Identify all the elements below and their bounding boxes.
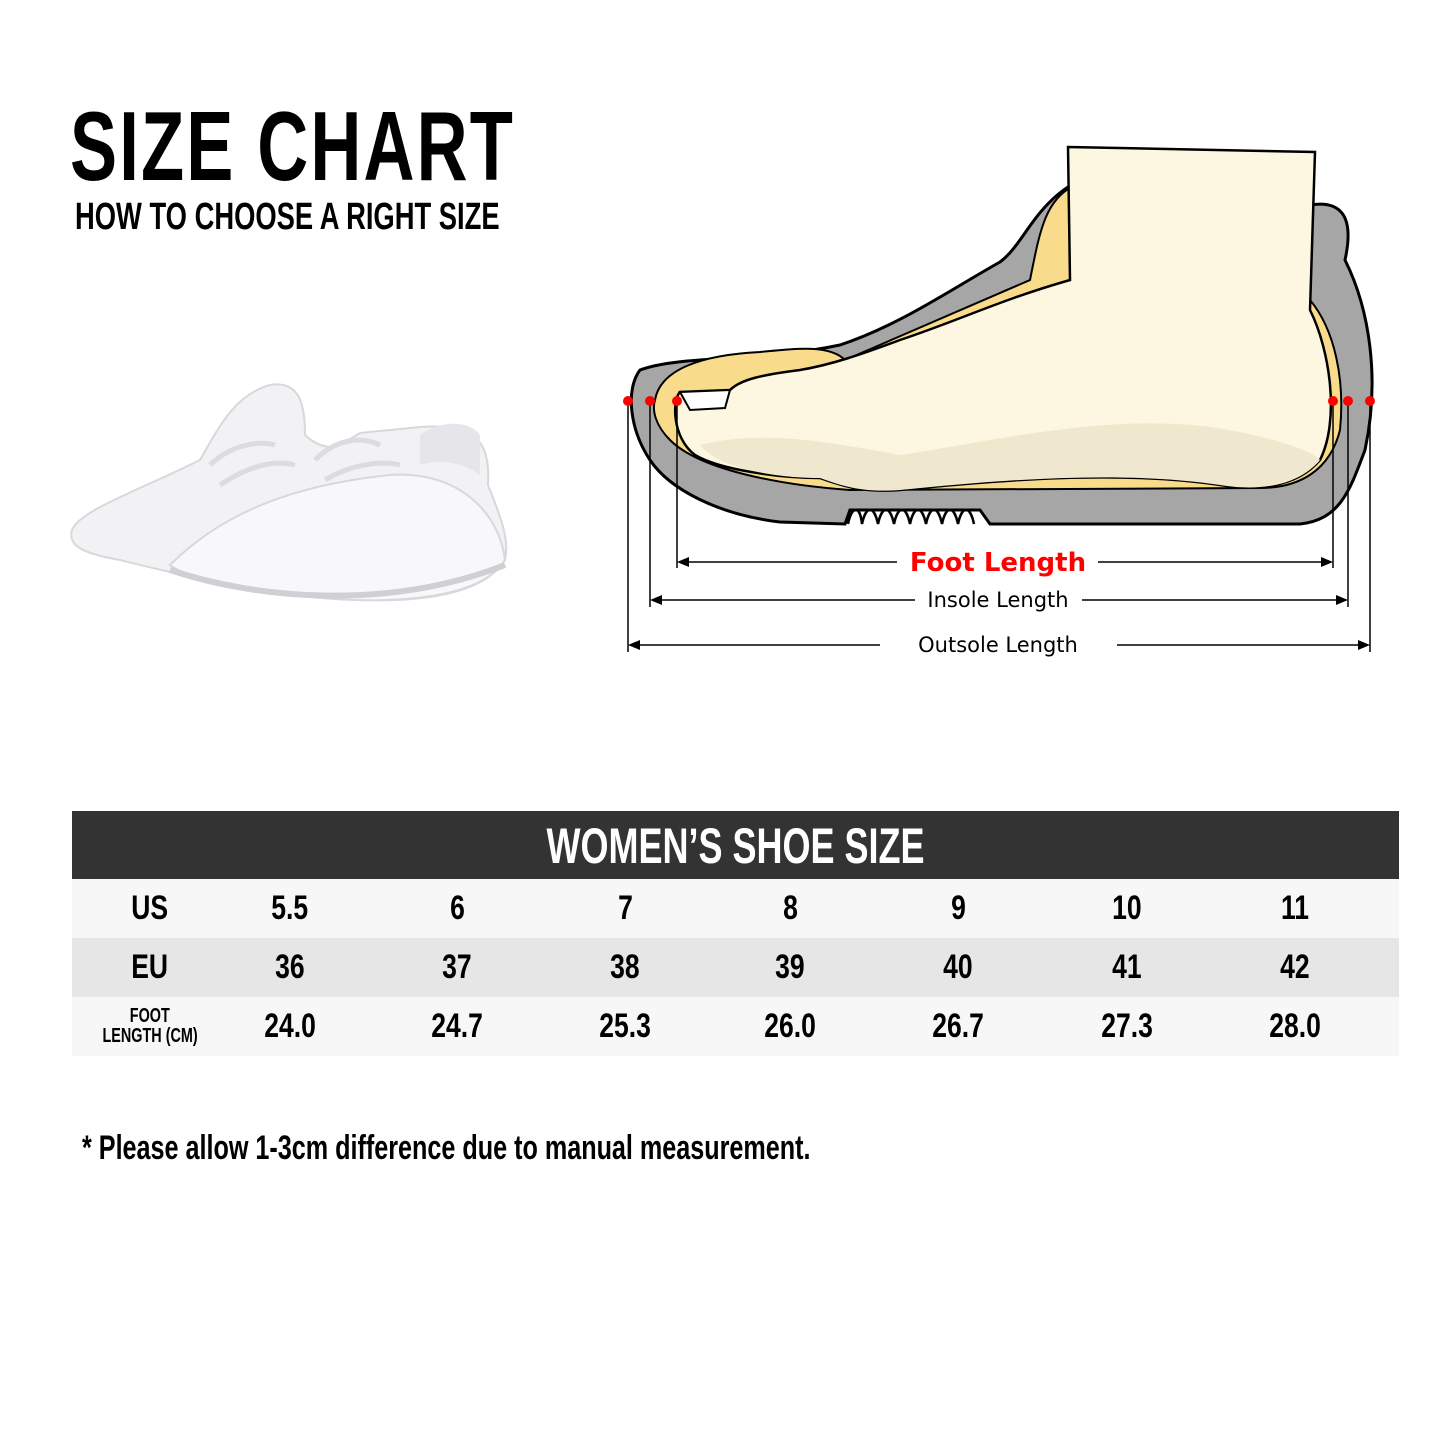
size-value: 36 <box>275 948 305 986</box>
size-row: EU 36 37 38 39 40 41 42 <box>72 938 1399 997</box>
size-cell: 28.0 <box>1215 1007 1375 1046</box>
size-value: 28.0 <box>1269 1007 1321 1045</box>
size-cell: 9 <box>878 889 1038 928</box>
size-cell: 27.3 <box>1047 1007 1207 1046</box>
size-cell: 40 <box>878 948 1038 987</box>
sneaker-image <box>70 383 508 602</box>
size-cell: 37 <box>377 948 537 987</box>
size-value: 9 <box>950 889 966 927</box>
size-cell: 6 <box>377 889 537 928</box>
size-value: 26.0 <box>764 1007 816 1045</box>
size-table-title-bar: WOMEN’S SHOE SIZE <box>72 811 1399 879</box>
size-table-title: WOMEN’S SHOE SIZE <box>546 818 925 874</box>
size-cell: 24.7 <box>377 1007 537 1046</box>
size-value: 24.7 <box>431 1007 483 1045</box>
size-row: US 5.5 6 7 8 9 10 11 <box>72 879 1399 938</box>
size-row: FOOT LENGTH (CM) 24.0 24.7 25.3 26.0 26.7 27.3 2… <box>72 997 1399 1056</box>
size-cell: 25.3 <box>545 1007 705 1046</box>
size-cell: 26.0 <box>710 1007 870 1046</box>
size-value: 42 <box>1280 948 1310 986</box>
size-value: 27.3 <box>1101 1007 1153 1045</box>
outsole-length-label: Outsole Length <box>918 633 1078 657</box>
size-value: 41 <box>1112 948 1142 986</box>
size-cell: 36 <box>210 948 370 987</box>
size-table: WOMEN’S SHOE SIZE US 5.5 6 7 8 9 10 11 EU 36 37 38 3… <box>72 811 1399 1056</box>
foot-length-label: Foot Length <box>910 548 1086 578</box>
size-value: 11 <box>1280 889 1310 927</box>
size-value: 5.5 <box>271 889 309 927</box>
row-label-line: LENGTH (CM) <box>102 1024 198 1047</box>
row-label-line: FOOT <box>129 1004 170 1027</box>
page-subtitle: HOW TO CHOOSE A RIGHT SIZE <box>75 196 500 238</box>
size-cell: 7 <box>545 889 705 928</box>
size-value: 24.0 <box>264 1007 316 1045</box>
size-cell: 11 <box>1215 889 1375 928</box>
size-cell: 26.7 <box>878 1007 1038 1046</box>
row-label: EU <box>70 948 230 987</box>
row-label-text: EU <box>131 948 169 986</box>
size-value: 38 <box>610 948 640 986</box>
row-label: US <box>70 889 230 928</box>
size-cell: 8 <box>710 889 870 928</box>
size-cell: 10 <box>1047 889 1207 928</box>
measurement-note: * Please allow 1-3cm difference due to m… <box>82 1129 811 1167</box>
size-value: 7 <box>617 889 633 927</box>
size-value: 37 <box>442 948 472 986</box>
size-value: 39 <box>775 948 805 986</box>
foot-measurement-diagram: Foot Length Insole Length Outsole Length <box>623 145 1375 657</box>
size-value: 26.7 <box>932 1007 984 1045</box>
size-cell: 39 <box>710 948 870 987</box>
size-value: 8 <box>782 889 798 927</box>
row-label: FOOT LENGTH (CM) <box>70 1004 230 1047</box>
measurement-markers <box>623 396 1375 406</box>
size-cell: 5.5 <box>210 889 370 928</box>
size-value: 25.3 <box>599 1007 651 1045</box>
size-cell: 38 <box>545 948 705 987</box>
page-title: SIZE CHART <box>70 91 515 201</box>
size-value: 6 <box>449 889 465 927</box>
row-label-text: US <box>131 889 169 927</box>
size-cell: 24.0 <box>210 1007 370 1046</box>
size-value: 40 <box>943 948 973 986</box>
size-value: 10 <box>1112 889 1142 927</box>
size-cell: 41 <box>1047 948 1207 987</box>
insole-length-label: Insole Length <box>927 588 1068 612</box>
size-cell: 42 <box>1215 948 1375 987</box>
